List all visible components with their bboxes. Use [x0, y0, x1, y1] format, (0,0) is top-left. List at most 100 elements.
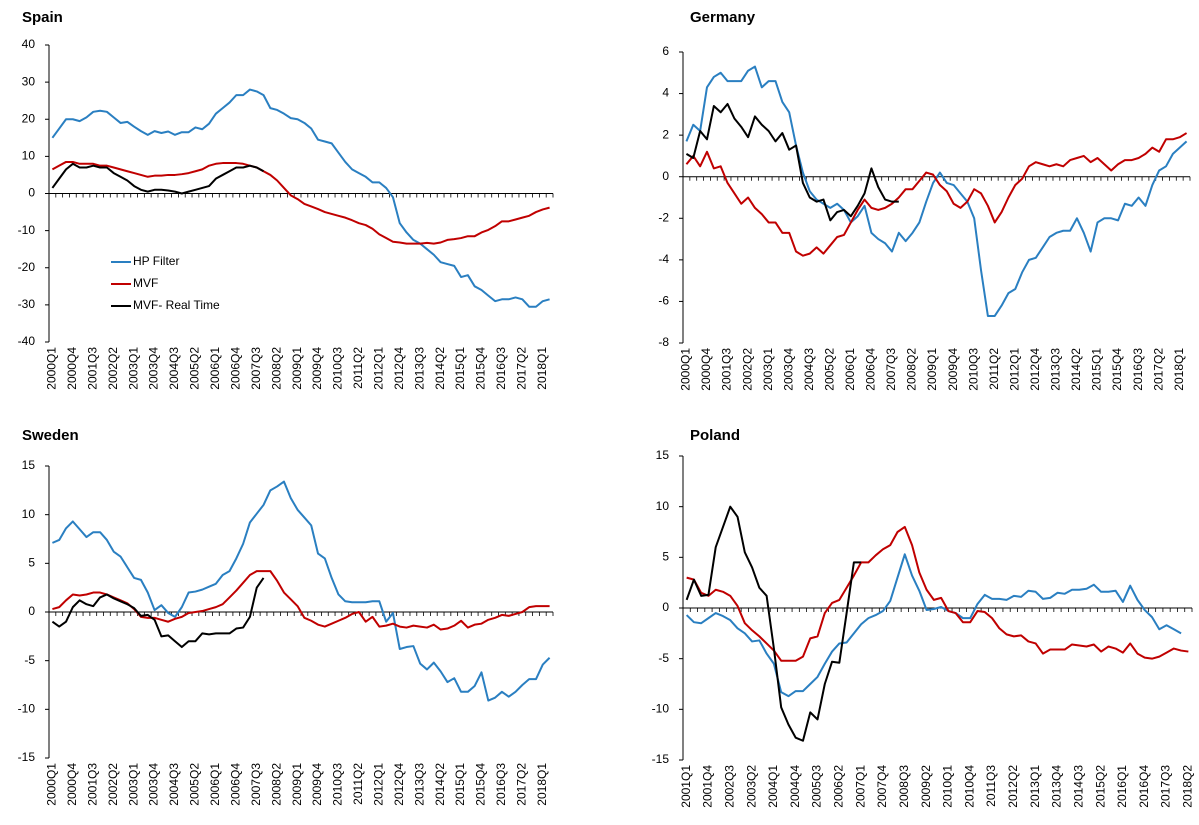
x-tick-label: 2005Q2: [188, 347, 202, 390]
x-tick-label: 2007Q1: [853, 765, 867, 808]
x-tick-label: 2009Q1: [290, 347, 304, 390]
x-tick-label: 2013Q3: [412, 347, 426, 390]
legend-label: HP Filter: [133, 254, 179, 268]
x-tick-label: 2006Q4: [228, 347, 242, 390]
x-tick-label: 2000Q1: [45, 347, 59, 390]
x-tick-label: 2013Q4: [1050, 765, 1064, 808]
y-tick-label: -15: [18, 750, 36, 764]
x-tick-label: 2012Q1: [371, 347, 385, 390]
x-tick-label: 2006Q1: [208, 763, 222, 806]
x-tick-label: 2011Q3: [984, 765, 998, 807]
x-tick-label: 2017Q2: [515, 347, 529, 390]
x-tick-label: 2014Q2: [433, 347, 447, 390]
x-tick-label: 2005Q3: [810, 765, 824, 808]
series-line: [686, 525, 1189, 662]
y-tick-label: 0: [28, 186, 35, 200]
x-tick-label: 2000Q1: [679, 348, 693, 391]
y-tick-label: -10: [18, 702, 36, 716]
x-tick-label: 2011Q2: [987, 348, 1001, 390]
x-tick-label: 2006Q2: [832, 765, 846, 808]
x-tick-label: 2015Q1: [1090, 348, 1104, 391]
x-tick-label: 2018Q2: [1181, 765, 1195, 808]
y-tick-label: 15: [22, 458, 36, 472]
y-tick-label: -5: [24, 653, 35, 667]
y-tick-label: 5: [662, 550, 669, 564]
x-tick-label: 2009Q4: [946, 348, 960, 391]
x-tick-label: 2000Q1: [45, 763, 59, 806]
x-tick-label: 2009Q4: [310, 763, 324, 806]
x-tick-label: 2002Q2: [106, 347, 120, 390]
x-tick-label: 2008Q2: [269, 763, 283, 806]
series-line: [685, 553, 1182, 698]
y-tick-label: -10: [652, 702, 670, 716]
x-tick-label: 2015Q2: [1093, 765, 1107, 808]
y-tick-label: -8: [658, 335, 669, 349]
x-tick-label: 2016Q3: [1131, 348, 1145, 391]
x-tick-label: 2015Q1: [453, 347, 467, 390]
y-tick-label: 0: [662, 600, 669, 614]
x-tick-label: 2006Q1: [843, 348, 857, 391]
x-tick-label: 2007Q3: [249, 763, 263, 806]
y-tick-label: -20: [18, 260, 36, 274]
x-tick-label: 2012Q4: [1028, 348, 1042, 391]
x-tick-label: 2016Q3: [494, 763, 508, 806]
legend-label: MVF- Real Time: [133, 298, 220, 312]
y-tick-label: 15: [656, 448, 670, 462]
x-tick-label: 2016Q4: [1137, 765, 1151, 808]
x-tick-label: 2010Q4: [962, 765, 976, 808]
y-tick-label: 10: [656, 499, 670, 513]
x-tick-label: 2009Q1: [290, 763, 304, 806]
x-tick-label: 2001Q3: [720, 348, 734, 391]
x-tick-label: 2016Q1: [1115, 765, 1129, 808]
x-tick-label: 2017Q2: [1151, 348, 1165, 391]
y-tick-label: 2: [662, 127, 669, 141]
x-tick-label: 2015Q1: [453, 763, 467, 806]
x-tick-label: 2013Q1: [1028, 765, 1042, 808]
x-tick-label: 2014Q2: [433, 763, 447, 806]
x-tick-label: 2004Q3: [167, 763, 181, 806]
x-tick-label: 2014Q2: [1069, 348, 1083, 391]
series-line: [685, 102, 899, 222]
x-tick-label: 2001Q4: [701, 765, 715, 808]
legend-label: MVF: [133, 276, 158, 290]
x-tick-label: 2015Q4: [1110, 348, 1124, 391]
series-line: [51, 162, 265, 195]
x-tick-label: 2005Q2: [188, 763, 202, 806]
x-tick-label: 2008Q2: [269, 347, 283, 390]
x-tick-label: 2008Q3: [897, 765, 911, 808]
x-tick-label: 2003Q1: [126, 347, 140, 390]
x-tick-label: 2003Q1: [761, 348, 775, 391]
x-tick-label: 2010Q3: [331, 763, 345, 806]
y-tick-label: -2: [658, 210, 669, 224]
y-tick-label: 10: [22, 149, 36, 163]
x-tick-label: 2000Q4: [699, 348, 713, 391]
y-tick-label: -15: [652, 752, 670, 766]
x-tick-label: 2006Q4: [864, 348, 878, 391]
y-tick-label: -6: [658, 294, 669, 308]
series-line: [51, 88, 550, 308]
x-tick-label: 2018Q1: [535, 347, 549, 390]
x-tick-label: 2013Q3: [1049, 348, 1063, 391]
x-tick-label: 2012Q4: [392, 347, 406, 390]
x-tick-label: 2003Q2: [744, 765, 758, 808]
x-tick-label: 2015Q4: [474, 347, 488, 390]
chart-title: Sweden: [22, 427, 79, 444]
x-tick-label: 2018Q1: [1172, 348, 1186, 391]
x-tick-label: 2008Q2: [905, 348, 919, 391]
series-line: [51, 160, 550, 245]
x-tick-label: 2003Q4: [147, 763, 161, 806]
x-tick-label: 2012Q4: [392, 763, 406, 806]
x-tick-label: 2012Q2: [1006, 765, 1020, 808]
x-tick-label: 2000Q4: [65, 763, 79, 806]
x-tick-label: 2005Q2: [822, 348, 836, 391]
y-tick-label: 20: [22, 111, 36, 125]
y-tick-label: -10: [18, 223, 36, 237]
x-tick-label: 2006Q1: [208, 347, 222, 390]
series-line: [685, 505, 862, 742]
y-tick-label: 5: [28, 556, 35, 570]
x-tick-label: 2004Q1: [766, 765, 780, 808]
x-tick-label: 2012Q1: [371, 763, 385, 806]
x-tick-label: 2012Q1: [1007, 348, 1021, 391]
